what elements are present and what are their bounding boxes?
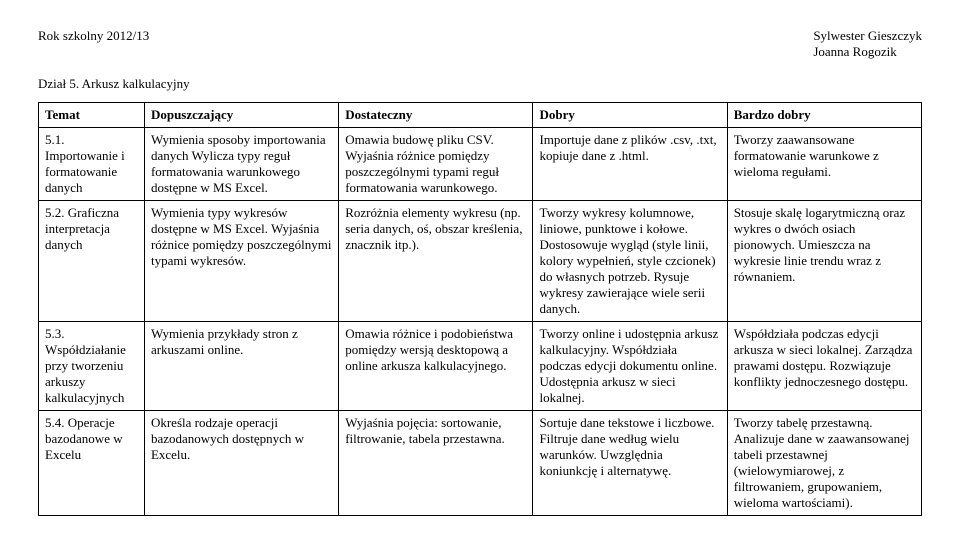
cell: Stosuje skalę logarytmiczną oraz wykres … xyxy=(727,201,921,322)
table-header-row: Temat Dopuszczający Dostateczny Dobry Ba… xyxy=(39,103,922,128)
cell: Wyjaśnia pojęcia: sortowanie, filtrowani… xyxy=(339,411,533,516)
table-row: 5.3. Współdziałanie przy tworzeniu arkus… xyxy=(39,322,922,411)
cell: Omawia różnice i podobieństwa pomiędzy w… xyxy=(339,322,533,411)
cell: 5.2. Graficzna interpretacja danych xyxy=(39,201,145,322)
cell: Tworzy online i udostępnia arkusz kalkul… xyxy=(533,322,727,411)
col-dobry: Dobry xyxy=(533,103,727,128)
cell: 5.4. Operacje bazodanowe w Excelu xyxy=(39,411,145,516)
criteria-table: Temat Dopuszczający Dostateczny Dobry Ba… xyxy=(38,102,922,516)
cell: Importuje dane z plików .csv, .txt, kopi… xyxy=(533,128,727,201)
cell: Wymienia sposoby importowania danych Wyl… xyxy=(144,128,338,201)
col-dopuszczajacy: Dopuszczający xyxy=(144,103,338,128)
cell: Sortuje dane tekstowe i liczbowe. Filtru… xyxy=(533,411,727,516)
cell: 5.3. Współdziałanie przy tworzeniu arkus… xyxy=(39,322,145,411)
author-2: Joanna Rogozik xyxy=(813,44,922,60)
author-1: Sylwester Gieszczyk xyxy=(813,28,922,44)
section-title: Dział 5. Arkusz kalkulacyjny xyxy=(38,76,922,92)
col-temat: Temat xyxy=(39,103,145,128)
col-dostateczny: Dostateczny xyxy=(339,103,533,128)
cell: Wymienia przykłady stron z arkuszami onl… xyxy=(144,322,338,411)
cell: 5.1. Importowanie i formatowanie danych xyxy=(39,128,145,201)
cell: Omawia budowę pliku CSV. Wyjaśnia różnic… xyxy=(339,128,533,201)
cell: Tworzy tabelę przestawną. Analizuje dane… xyxy=(727,411,921,516)
header-left: Rok szkolny 2012/13 xyxy=(38,28,149,60)
table-row: 5.2. Graficzna interpretacja danychWymie… xyxy=(39,201,922,322)
table-row: 5.4. Operacje bazodanowe w ExceluOkreśla… xyxy=(39,411,922,516)
cell: Współdziała podczas edycji arkusza w sie… xyxy=(727,322,921,411)
col-bardzo-dobry: Bardzo dobry xyxy=(727,103,921,128)
page-header: Rok szkolny 2012/13 Sylwester Gieszczyk … xyxy=(38,28,922,60)
cell: Rozróżnia elementy wykresu (np. seria da… xyxy=(339,201,533,322)
cell: Tworzy zaawansowane formatowanie warunko… xyxy=(727,128,921,201)
cell: Tworzy wykresy kolumnowe, liniowe, punkt… xyxy=(533,201,727,322)
cell: Wymienia typy wykresów dostępne w MS Exc… xyxy=(144,201,338,322)
cell: Określa rodzaje operacji bazodanowych do… xyxy=(144,411,338,516)
header-right: Sylwester Gieszczyk Joanna Rogozik xyxy=(813,28,922,60)
table-row: 5.1. Importowanie i formatowanie danychW… xyxy=(39,128,922,201)
